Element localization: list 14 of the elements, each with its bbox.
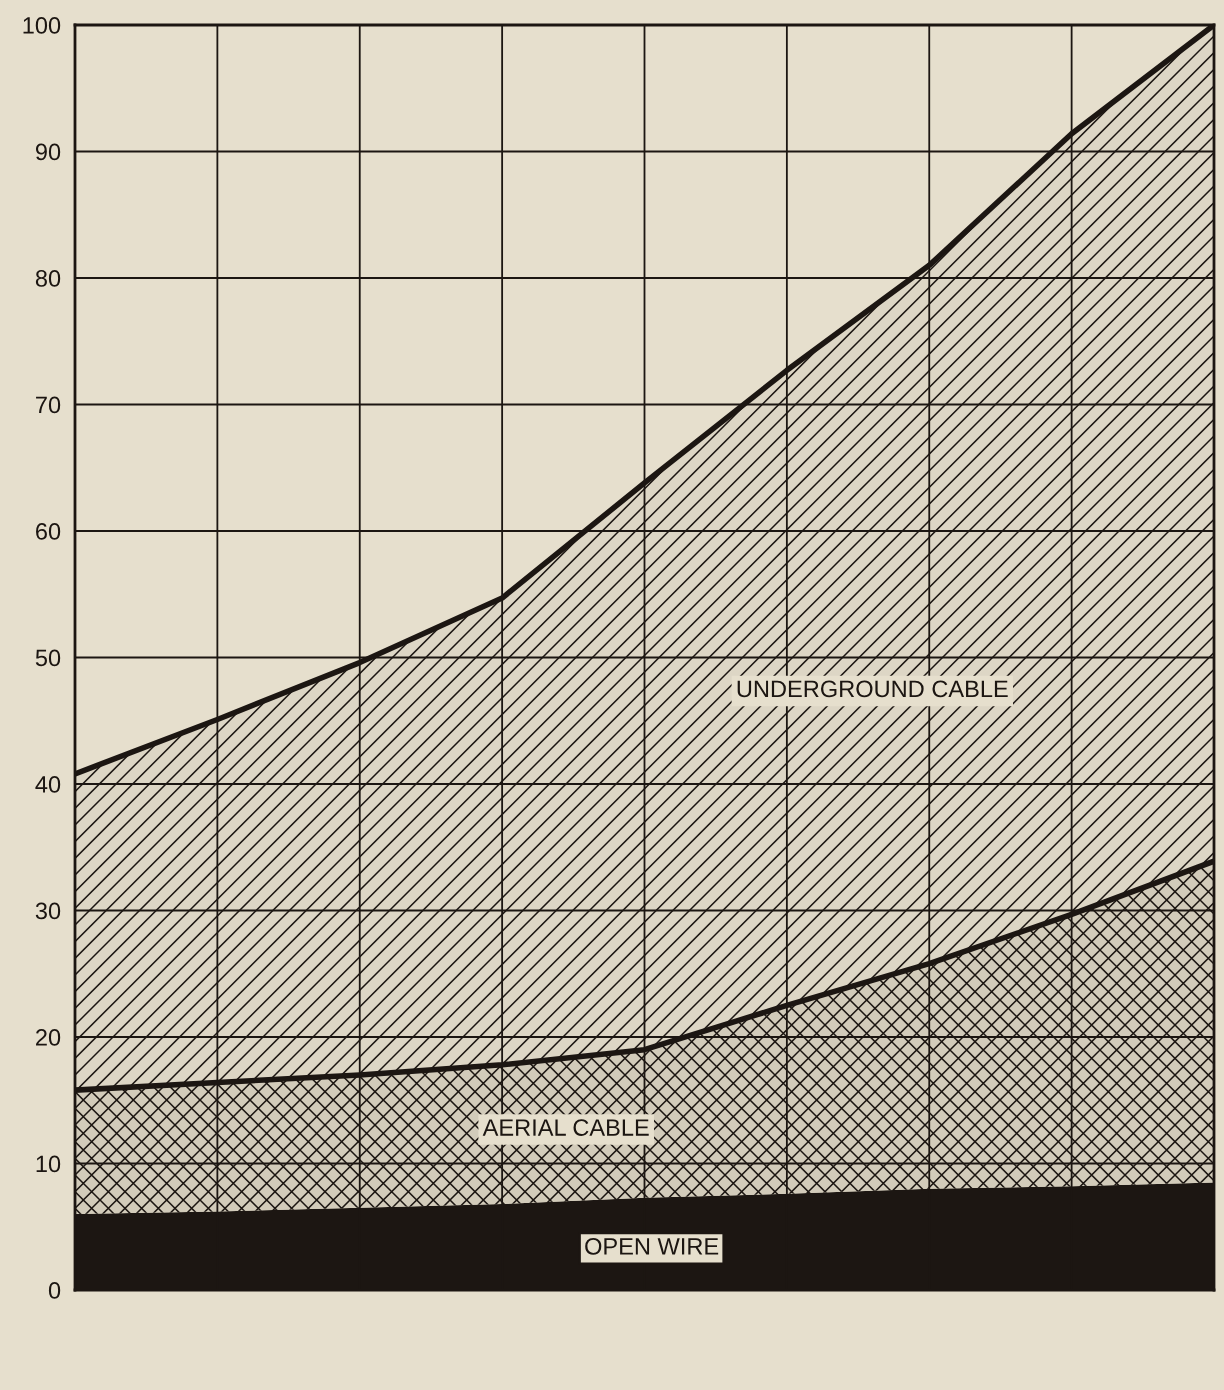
y-tick-label: 0 (48, 1282, 61, 1299)
y-tick-label: 20 (36, 1029, 61, 1046)
y-tick-label: 80 (35, 270, 61, 287)
series-label: OPEN WIRE (585, 1237, 719, 1255)
y-tick-label: 60 (36, 523, 61, 540)
series-label: UNDERGROUND CABLE (737, 680, 1008, 698)
y-tick-label: 100 (23, 17, 61, 34)
y-tick-label: 70 (36, 396, 61, 414)
y-tick-label: 50 (35, 649, 61, 667)
y-tick-label: 10 (36, 1155, 61, 1173)
series-label: AERIAL CABLE (482, 1119, 649, 1136)
y-tick-label: 30 (35, 902, 61, 920)
y-tick-label: 40 (35, 776, 61, 793)
y-tick-label: 90 (35, 143, 61, 161)
